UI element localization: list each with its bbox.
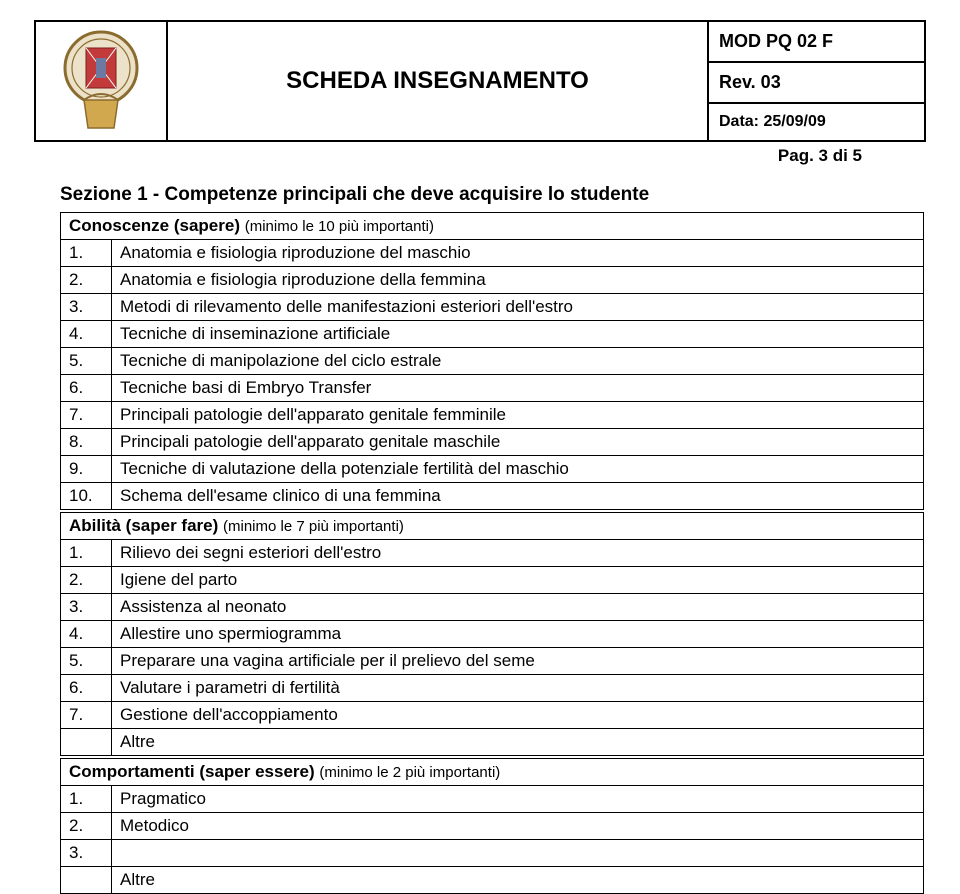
abilita-num: [61, 729, 112, 756]
conoscenze-note: (minimo le 10 più importanti): [245, 218, 434, 235]
abilita-text: Allestire uno spermiogramma: [112, 621, 924, 648]
conoscenze-num: 7.: [61, 402, 112, 429]
comportamenti-label: Comportamenti (saper essere): [69, 762, 315, 781]
comportamenti-table: Comportamenti (saper essere) (minimo le …: [60, 758, 924, 894]
conoscenze-num: 10.: [61, 483, 112, 510]
conoscenze-num: 3.: [61, 294, 112, 321]
abilita-text: Igiene del parto: [112, 567, 924, 594]
comportamenti-note: (minimo le 2 più importanti): [319, 764, 500, 781]
conoscenze-text: Tecniche di valutazione della potenziale…: [112, 456, 924, 483]
conoscenze-label: Conoscenze (sapere): [69, 216, 240, 235]
abilita-text: Gestione dell'accoppiamento: [112, 702, 924, 729]
conoscenze-row: 8.Principali patologie dell'apparato gen…: [61, 429, 924, 456]
conoscenze-row: 2.Anatomia e fisiologia riproduzione del…: [61, 267, 924, 294]
comportamenti-text: Pragmatico: [112, 786, 924, 813]
conoscenze-row: 4.Tecniche di inseminazione artificiale: [61, 321, 924, 348]
conoscenze-row: 6.Tecniche basi di Embryo Transfer: [61, 375, 924, 402]
document-title: SCHEDA INSEGNAMENTO: [167, 21, 708, 141]
comportamenti-text: Altre: [112, 867, 924, 894]
comportamenti-row: 3.: [61, 840, 924, 867]
document-revision: Rev. 03: [708, 62, 925, 103]
university-seal-icon: [56, 28, 146, 134]
comportamenti-num: [61, 867, 112, 894]
conoscenze-num: 4.: [61, 321, 112, 348]
abilita-text: Altre: [112, 729, 924, 756]
conoscenze-text: Tecniche di manipolazione del ciclo estr…: [112, 348, 924, 375]
conoscenze-text: Tecniche di inseminazione artificiale: [112, 321, 924, 348]
section1-heading: Sezione 1 - Competenze principali che de…: [60, 184, 926, 206]
conoscenze-num: 8.: [61, 429, 112, 456]
abilita-text: Preparare una vagina artificiale per il …: [112, 648, 924, 675]
conoscenze-text: Tecniche basi di Embryo Transfer: [112, 375, 924, 402]
comportamenti-text: Metodico: [112, 813, 924, 840]
abilita-text: Valutare i parametri di fertilità: [112, 675, 924, 702]
abilita-num: 6.: [61, 675, 112, 702]
conoscenze-row: 9.Tecniche di valutazione della potenzia…: [61, 456, 924, 483]
comportamenti-row: 2.Metodico: [61, 813, 924, 840]
conoscenze-text: Anatomia e fisiologia riproduzione della…: [112, 267, 924, 294]
logo-cell: [35, 21, 167, 141]
comportamenti-row: 1.Pragmatico: [61, 786, 924, 813]
abilita-row: 1.Rilievo dei segni esteriori dell'estro: [61, 540, 924, 567]
conoscenze-text: Anatomia e fisiologia riproduzione del m…: [112, 240, 924, 267]
conoscenze-text: Metodi di rilevamento delle manifestazio…: [112, 294, 924, 321]
abilita-note: (minimo le 7 più importanti): [223, 518, 404, 535]
abilita-row: 6.Valutare i parametri di fertilità: [61, 675, 924, 702]
conoscenze-row: 5.Tecniche di manipolazione del ciclo es…: [61, 348, 924, 375]
abilita-num: 7.: [61, 702, 112, 729]
comportamenti-num: 1.: [61, 786, 112, 813]
conoscenze-num: 5.: [61, 348, 112, 375]
page-number: Pag. 3 di 5: [34, 146, 926, 166]
document-header: SCHEDA INSEGNAMENTO MOD PQ 02 F Rev. 03 …: [34, 20, 926, 142]
conoscenze-num: 9.: [61, 456, 112, 483]
conoscenze-text: Principali patologie dell'apparato genit…: [112, 402, 924, 429]
abilita-row: 3.Assistenza al neonato: [61, 594, 924, 621]
abilita-num: 4.: [61, 621, 112, 648]
comportamenti-row: Altre: [61, 867, 924, 894]
conoscenze-row: 3.Metodi di rilevamento delle manifestaz…: [61, 294, 924, 321]
abilita-row: 2.Igiene del parto: [61, 567, 924, 594]
conoscenze-num: 1.: [61, 240, 112, 267]
comportamenti-header: Comportamenti (saper essere) (minimo le …: [61, 759, 924, 786]
conoscenze-text: Schema dell'esame clinico di una femmina: [112, 483, 924, 510]
conoscenze-row: 1.Anatomia e fisiologia riproduzione del…: [61, 240, 924, 267]
abilita-header: Abilità (saper fare) (minimo le 7 più im…: [61, 513, 924, 540]
abilita-num: 3.: [61, 594, 112, 621]
document-code: MOD PQ 02 F: [708, 21, 925, 62]
abilita-row: Altre: [61, 729, 924, 756]
comportamenti-text: [112, 840, 924, 867]
conoscenze-row: 10.Schema dell'esame clinico di una femm…: [61, 483, 924, 510]
abilita-row: 5.Preparare una vagina artificiale per i…: [61, 648, 924, 675]
abilita-row: 7.Gestione dell'accoppiamento: [61, 702, 924, 729]
abilita-num: 1.: [61, 540, 112, 567]
comportamenti-num: 2.: [61, 813, 112, 840]
conoscenze-num: 2.: [61, 267, 112, 294]
abilita-table: Abilità (saper fare) (minimo le 7 più im…: [60, 512, 924, 756]
abilita-num: 5.: [61, 648, 112, 675]
abilita-label: Abilità (saper fare): [69, 516, 218, 535]
conoscenze-row: 7.Principali patologie dell'apparato gen…: [61, 402, 924, 429]
conoscenze-table: Conoscenze (sapere) (minimo le 10 più im…: [60, 212, 924, 510]
abilita-row: 4.Allestire uno spermiogramma: [61, 621, 924, 648]
abilita-num: 2.: [61, 567, 112, 594]
conoscenze-header: Conoscenze (sapere) (minimo le 10 più im…: [61, 213, 924, 240]
conoscenze-text: Principali patologie dell'apparato genit…: [112, 429, 924, 456]
conoscenze-num: 6.: [61, 375, 112, 402]
comportamenti-num: 3.: [61, 840, 112, 867]
document-date: Data: 25/09/09: [708, 103, 925, 141]
abilita-text: Rilievo dei segni esteriori dell'estro: [112, 540, 924, 567]
abilita-text: Assistenza al neonato: [112, 594, 924, 621]
